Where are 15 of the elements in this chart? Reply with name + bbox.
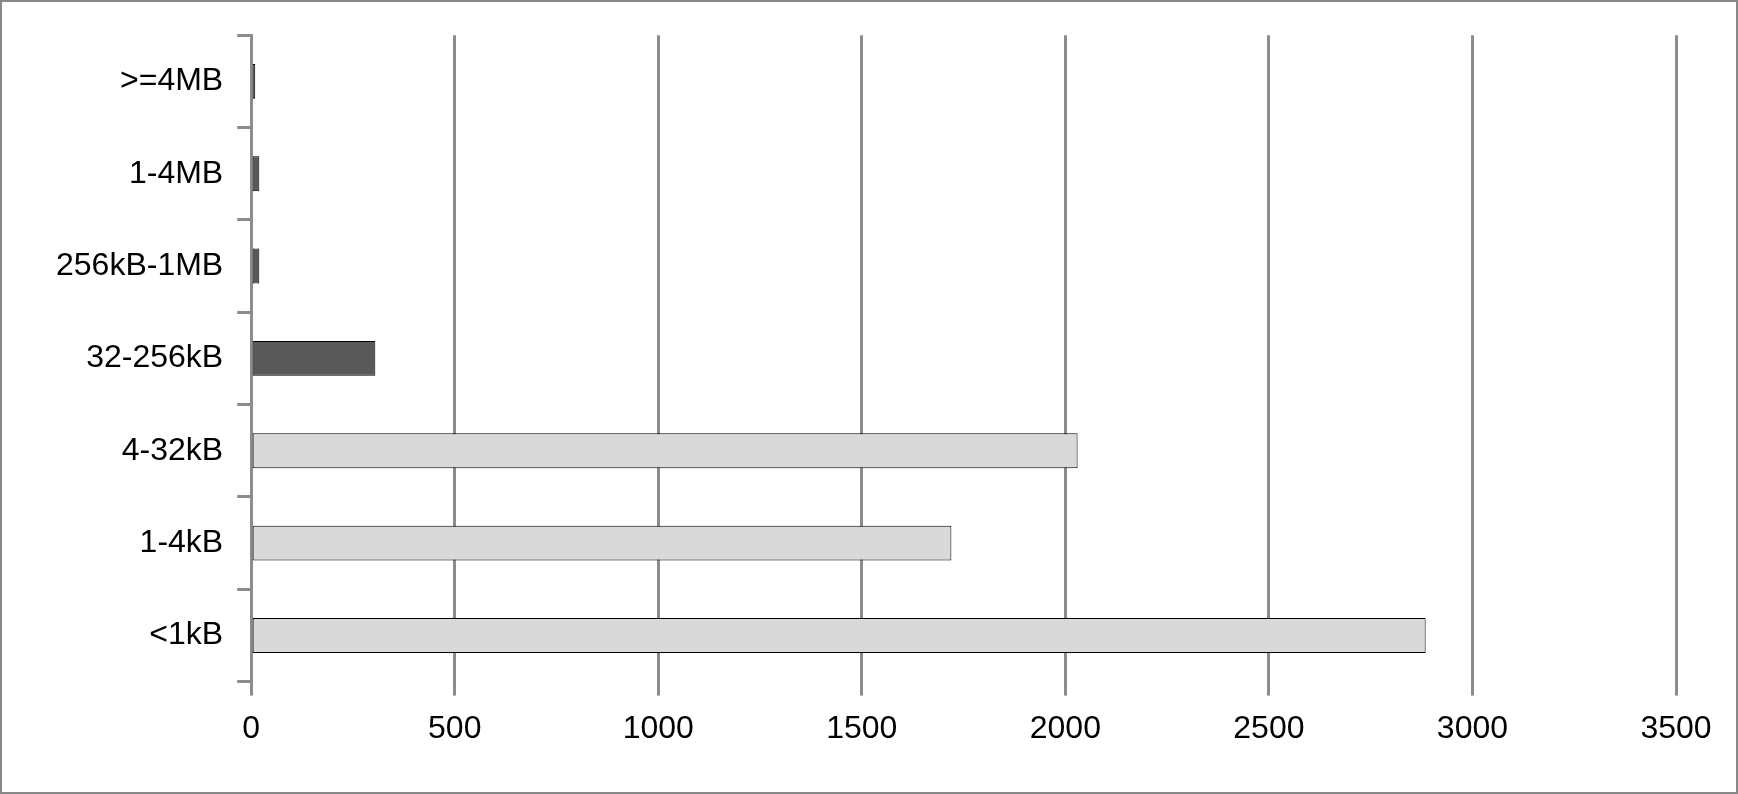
x-tick-label: 1500: [826, 708, 898, 745]
y-tick-label: 32-256kB: [86, 338, 224, 375]
y-tick-label: <1kB: [149, 615, 224, 652]
x-tick-label: 3500: [1640, 708, 1712, 745]
x-tick-label: 500: [428, 708, 482, 745]
y-tick-label: >=4MB: [120, 61, 224, 98]
y-tick-label: 256kB-1MB: [56, 245, 224, 282]
x-tick-label: 2500: [1233, 708, 1305, 745]
x-tick-label: 2000: [1029, 708, 1101, 745]
y-tick-label: 1-4kB: [139, 522, 224, 559]
x-tick-label: 1000: [622, 708, 694, 745]
y-tick-label: 4-32kB: [121, 430, 224, 467]
x-tick-label: 3000: [1436, 708, 1509, 745]
x-tick-label: 0: [242, 708, 261, 745]
y-tick-label: 1-4MB: [128, 153, 224, 190]
